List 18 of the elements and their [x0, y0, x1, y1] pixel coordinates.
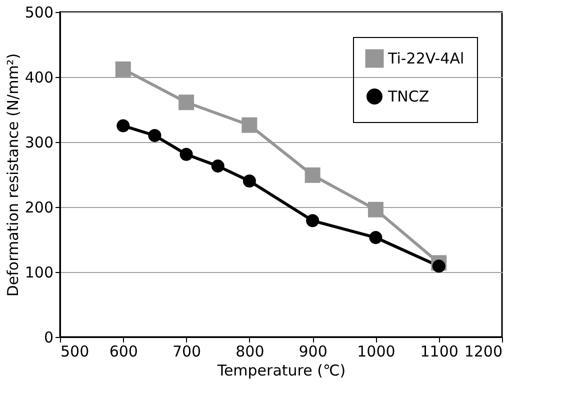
y-tick-label: 0	[44, 328, 54, 346]
legend-label: TNCZ	[387, 88, 430, 106]
y-tick-label: 300	[24, 134, 54, 152]
x-tick-label: 600	[109, 342, 138, 360]
y-tick-label: 400	[24, 68, 54, 86]
x-tick-label: 1200	[464, 342, 502, 360]
y-axis-title: Deformation resistance (N/mm²)	[4, 53, 22, 297]
y-tick-label: 100	[24, 264, 54, 282]
x-tick-label: 1000	[357, 342, 396, 360]
x-axis-title: Temperature (℃)	[216, 362, 346, 380]
x-tick-label: 800	[236, 342, 264, 360]
y-tick-label: 500	[24, 4, 54, 22]
x-tick-label: 500	[60, 342, 90, 360]
x-tick-label: 700	[172, 342, 202, 360]
legend-label: Ti-22V-4Al	[387, 50, 464, 68]
x-tick-label: 1100	[420, 342, 458, 360]
x-tick-label: 900	[298, 342, 328, 360]
y-tick-label: 200	[24, 198, 54, 216]
